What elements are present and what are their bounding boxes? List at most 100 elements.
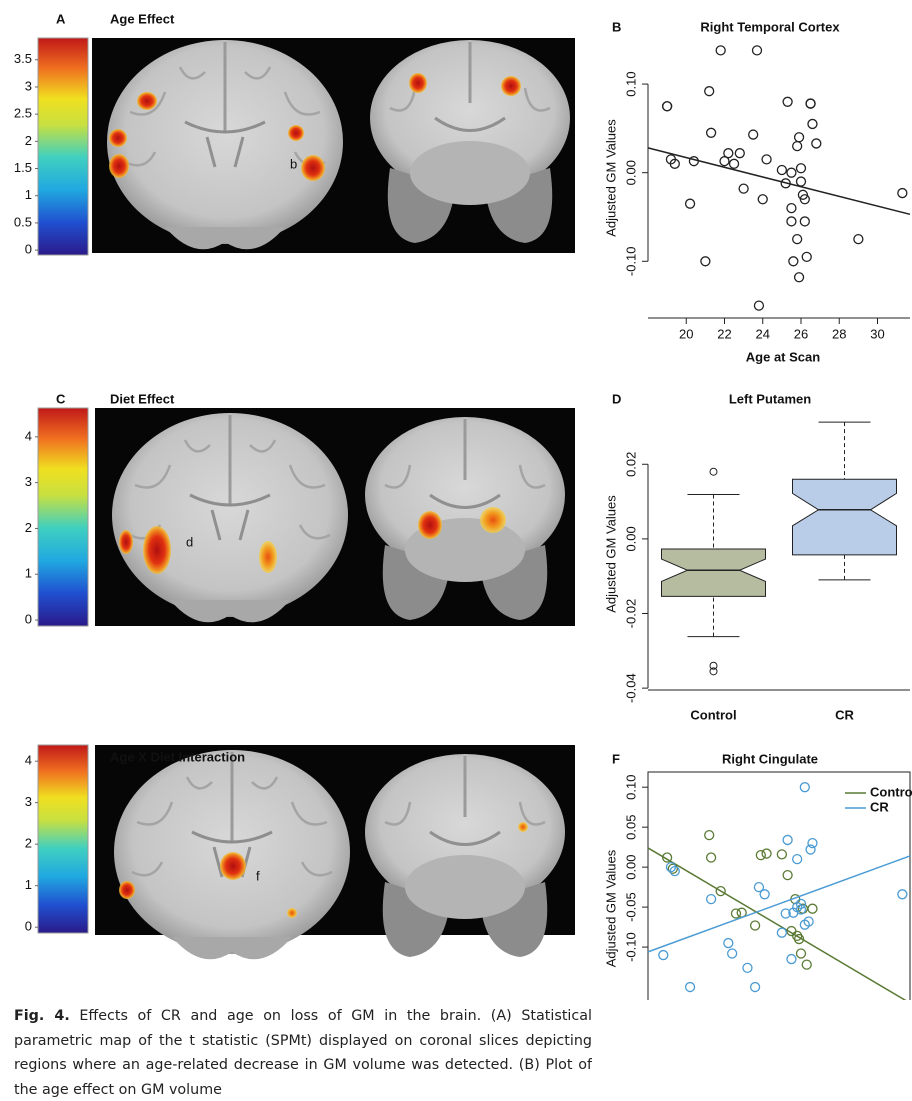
y-tick-label: 0.05 (623, 815, 638, 840)
data-point (811, 138, 822, 149)
data-point (799, 782, 810, 793)
data-point (757, 194, 768, 205)
data-point (761, 154, 772, 165)
y-axis-label: Adjusted GM Values (603, 495, 618, 613)
colorbar-tick-label: 2.5 (14, 106, 32, 121)
chart-title: Right Cingulate (722, 751, 818, 766)
data-point (661, 101, 673, 112)
data-point (793, 132, 805, 143)
brain-image (95, 408, 575, 626)
colorbar-tick-label: 1.5 (14, 160, 32, 175)
x-tick-label: 26 (794, 326, 808, 341)
colorbar (37, 744, 89, 934)
data-point (792, 853, 803, 865)
data-point (705, 852, 717, 863)
colorbar-tick-label: 3.5 (14, 51, 32, 66)
data-point (805, 98, 816, 109)
y-tick-label: 0.02 (623, 452, 638, 477)
data-point (723, 148, 734, 159)
chart-title: Left Putamen (729, 391, 811, 406)
data-point (715, 45, 726, 56)
colorbar-tick-label: 0 (25, 242, 32, 257)
data-point (795, 898, 807, 910)
data-point (704, 86, 715, 97)
data-point (803, 916, 814, 927)
data-point (726, 948, 738, 959)
data-point (759, 889, 770, 900)
data-point (776, 927, 788, 938)
data-point (669, 865, 680, 877)
y-tick-label: -0.04 (623, 673, 638, 703)
annotation: b (290, 156, 297, 171)
panel-label: B (612, 19, 621, 34)
data-point (780, 178, 791, 189)
colorbar-tick-label: 0 (25, 611, 32, 626)
data-point (748, 129, 759, 140)
data-point (782, 96, 793, 107)
data-point (753, 300, 765, 311)
y-axis-label: Adjusted GM Values (603, 119, 618, 237)
data-point (753, 881, 765, 893)
panel-label: D (612, 391, 621, 406)
data-point (684, 198, 696, 209)
data-point (782, 869, 793, 881)
x-tick-label: 22 (717, 326, 731, 341)
trend-line (647, 147, 911, 216)
x-tick-label: 20 (679, 326, 693, 341)
data-point (786, 216, 797, 227)
colorbar-tick-label: 4 (25, 428, 32, 443)
trend-line (647, 847, 907, 1000)
data-point (801, 959, 812, 970)
data-point (799, 216, 810, 227)
colorbar-tick-label: 3 (25, 78, 32, 93)
data-point (704, 830, 715, 841)
data-point (719, 156, 730, 167)
data-point (793, 933, 805, 945)
colorbar-tick-label: 3 (25, 474, 32, 489)
annotation: d (186, 534, 193, 549)
data-point (799, 194, 810, 205)
colorbar-tick-label: 3 (25, 794, 32, 809)
data-point (755, 849, 766, 861)
colorbar-tick-label: 1 (25, 187, 32, 202)
data-point (897, 187, 908, 199)
data-point (658, 949, 669, 961)
data-point (661, 852, 673, 863)
data-point (792, 233, 803, 245)
y-tick-label: 0.00 (623, 526, 638, 551)
x-tick-label: 28 (832, 326, 846, 341)
y-axis-label: Adjusted GM Values (603, 849, 618, 967)
colorbar (37, 407, 89, 627)
data-point (897, 889, 908, 900)
annotation: f (256, 868, 260, 883)
data-point (688, 156, 700, 167)
data-point (761, 848, 772, 859)
data-point (667, 863, 679, 874)
colorbar-tick-label: 1 (25, 877, 32, 892)
legend-label: Control (870, 784, 912, 799)
box (792, 478, 897, 556)
outlier (709, 467, 718, 476)
y-tick-label: 0.00 (623, 160, 638, 185)
data-point (780, 908, 791, 919)
panel-title: Age Effect (110, 11, 175, 26)
data-point (807, 837, 818, 849)
legend-label: CR (870, 799, 889, 814)
y-tick-label: 0.00 (623, 854, 638, 879)
data-point (853, 233, 864, 245)
data-point (751, 45, 763, 56)
outlier (709, 667, 718, 676)
data-point (801, 251, 812, 263)
x-tick-label: 30 (870, 326, 884, 341)
data-point (786, 202, 797, 214)
y-tick-label: 0.10 (623, 71, 638, 96)
chart-title: Right Temporal Cortex (700, 19, 840, 34)
y-tick-label: -0.10 (623, 246, 638, 276)
data-point (734, 148, 745, 159)
data-point (776, 849, 788, 860)
data-point (715, 885, 726, 897)
data-point (805, 844, 816, 855)
data-point (705, 127, 717, 138)
caption: Fig. 4. Effects of CR and age on loss of… (14, 1004, 592, 1101)
